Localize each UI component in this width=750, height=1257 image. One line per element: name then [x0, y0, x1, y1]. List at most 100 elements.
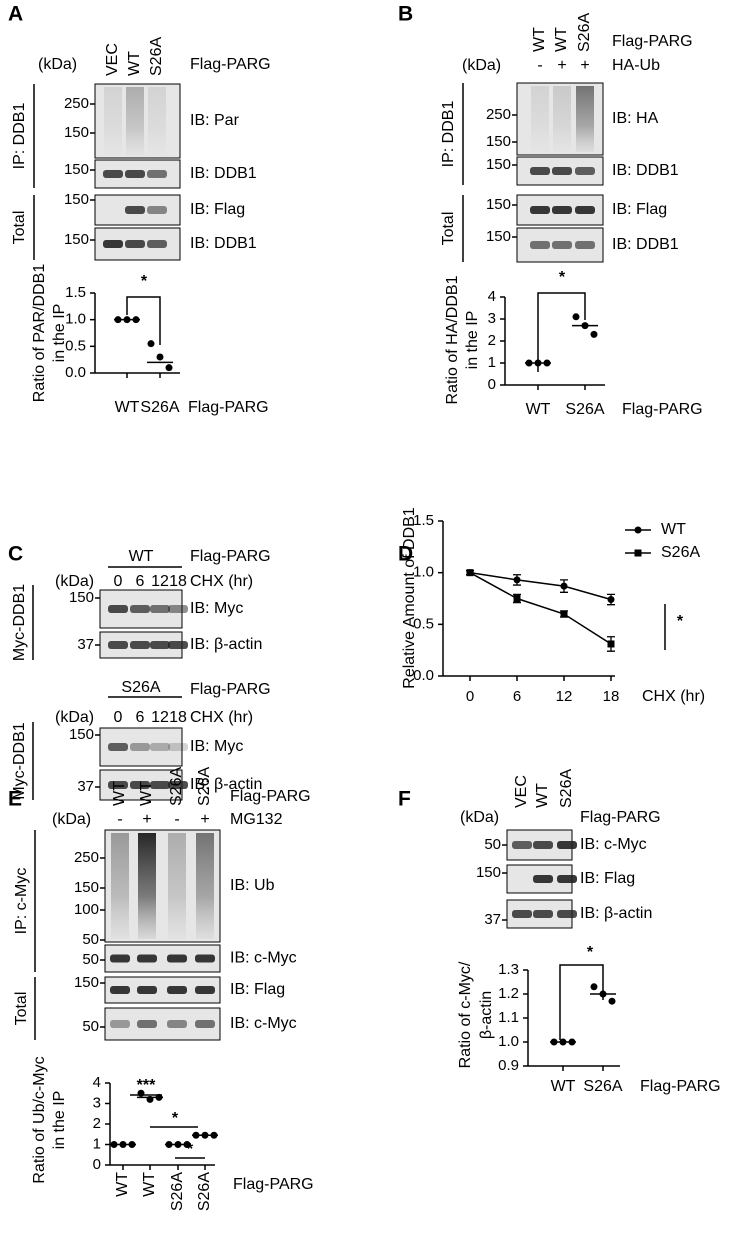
y-axis-label: in the IP — [51, 1091, 68, 1150]
treatment-sign: + — [200, 811, 209, 828]
treatment-sign: 0 — [114, 709, 123, 726]
group-label: Myc-DDB1 — [11, 584, 28, 661]
blot-band — [512, 910, 532, 918]
y-tick-label: 1 — [488, 354, 496, 371]
y-tick-label: 1.0 — [65, 311, 86, 328]
x-tick-label: S26A — [140, 399, 179, 416]
y-axis-label: Ratio of HA/DDB1 — [444, 275, 461, 404]
size-marker: 50 — [82, 1018, 99, 1035]
blot-band — [147, 170, 167, 178]
panel-letter: C — [8, 543, 23, 566]
data-point — [607, 596, 615, 604]
y-tick-label: 1.5 — [65, 284, 86, 301]
size-marker: 150 — [74, 879, 99, 896]
blot-smear — [138, 833, 156, 939]
x-axis-label: Flag-PARG — [233, 1176, 314, 1193]
lane-title: Flag-PARG — [190, 56, 271, 73]
treatment-sign: + — [142, 811, 151, 828]
treatment-label: CHX (hr) — [190, 573, 253, 590]
lane-label: WT — [534, 783, 551, 808]
lane-label: VEC — [513, 775, 530, 808]
treatment-label: CHX (hr) — [190, 709, 253, 726]
x-axis-label: Flag-PARG — [622, 401, 703, 418]
y-tick-label: 2 — [93, 1115, 101, 1132]
x-tick-label: WT — [526, 401, 551, 418]
treatment-sign: - — [537, 57, 542, 74]
ib-label: IB: Ub — [230, 877, 275, 894]
blot-smear — [168, 833, 186, 939]
blot-band — [147, 206, 167, 214]
data-point — [137, 1089, 145, 1097]
y-tick-label: 0.0 — [65, 364, 86, 381]
size-marker: 150 — [64, 191, 89, 208]
legend-label: S26A — [661, 544, 700, 561]
size-marker: 37 — [77, 636, 94, 653]
group-header: WT — [129, 548, 154, 565]
size-marker: 150 — [476, 864, 501, 881]
group-header: S26A — [121, 679, 160, 696]
lane-label: S26A — [148, 37, 165, 76]
group-label: IP: DDB1 — [11, 103, 28, 170]
group-label: Myc-DDB1 — [11, 722, 28, 799]
significance-label: * — [172, 1110, 179, 1127]
blot-band — [125, 206, 145, 214]
significance-bracket — [126, 296, 161, 345]
treatment-sign: 12 — [151, 573, 169, 590]
blot-band — [137, 986, 157, 994]
lane-title: Flag-PARG — [190, 681, 271, 698]
y-tick-label: 0.5 — [413, 615, 434, 632]
group-label: IP: c-Myc — [13, 868, 30, 935]
blot-band — [108, 743, 128, 751]
blot-band — [137, 954, 157, 963]
x-tick-label: WT — [115, 399, 140, 416]
y-axis-label: β-actin — [478, 991, 495, 1039]
blot-band — [103, 170, 123, 178]
data-point — [513, 595, 521, 602]
legend-marker — [634, 549, 642, 557]
blot-smear — [104, 87, 122, 155]
blot-band — [147, 240, 167, 248]
blot-band — [150, 743, 170, 751]
data-point — [513, 576, 521, 584]
ib-label: IB: β-actin — [190, 636, 262, 653]
blot-band — [103, 240, 123, 248]
blot-band — [108, 781, 128, 789]
data-point — [147, 340, 155, 348]
treatment-sign: 18 — [169, 709, 187, 726]
treatment-sign: 0 — [114, 573, 123, 590]
y-tick-label: 1.3 — [498, 961, 519, 978]
y-tick-label: 0 — [93, 1156, 101, 1173]
blot-band — [150, 605, 170, 613]
blot-smear — [553, 86, 571, 152]
blot-band — [137, 1020, 157, 1028]
blot-band — [557, 875, 577, 883]
ib-label: IB: Par — [190, 112, 240, 129]
x-axis-label: Flag-PARG — [640, 1078, 721, 1095]
lane-title: Flag-PARG — [580, 809, 661, 826]
kda-label: (kDa) — [52, 811, 91, 828]
blot-band — [575, 206, 595, 214]
significance-bracket — [559, 964, 604, 1040]
blot-smear — [196, 833, 214, 939]
ib-label: IB: DDB1 — [190, 165, 257, 182]
blot-smear — [148, 87, 166, 155]
ib-label: IB: c-Myc — [230, 1015, 297, 1032]
lane-label: S26A — [576, 13, 593, 52]
ib-label: IB: HA — [612, 110, 659, 127]
blot-band — [150, 781, 170, 789]
blot-band — [557, 841, 577, 849]
x-tick-label: WT — [114, 1172, 131, 1197]
y-tick-label: 3 — [488, 310, 496, 327]
legend-label: WT — [661, 521, 686, 538]
blot-band — [195, 986, 215, 994]
size-marker: 50 — [82, 931, 99, 948]
blot-band — [167, 954, 187, 963]
blot-band — [125, 240, 145, 248]
ib-label: IB: DDB1 — [612, 236, 679, 253]
size-marker: 150 — [69, 589, 94, 606]
blot-band — [168, 743, 188, 751]
blot-band — [110, 986, 130, 994]
panel-letter: E — [8, 788, 22, 811]
ib-label: IB: Myc — [190, 600, 243, 617]
data-point — [572, 313, 580, 321]
